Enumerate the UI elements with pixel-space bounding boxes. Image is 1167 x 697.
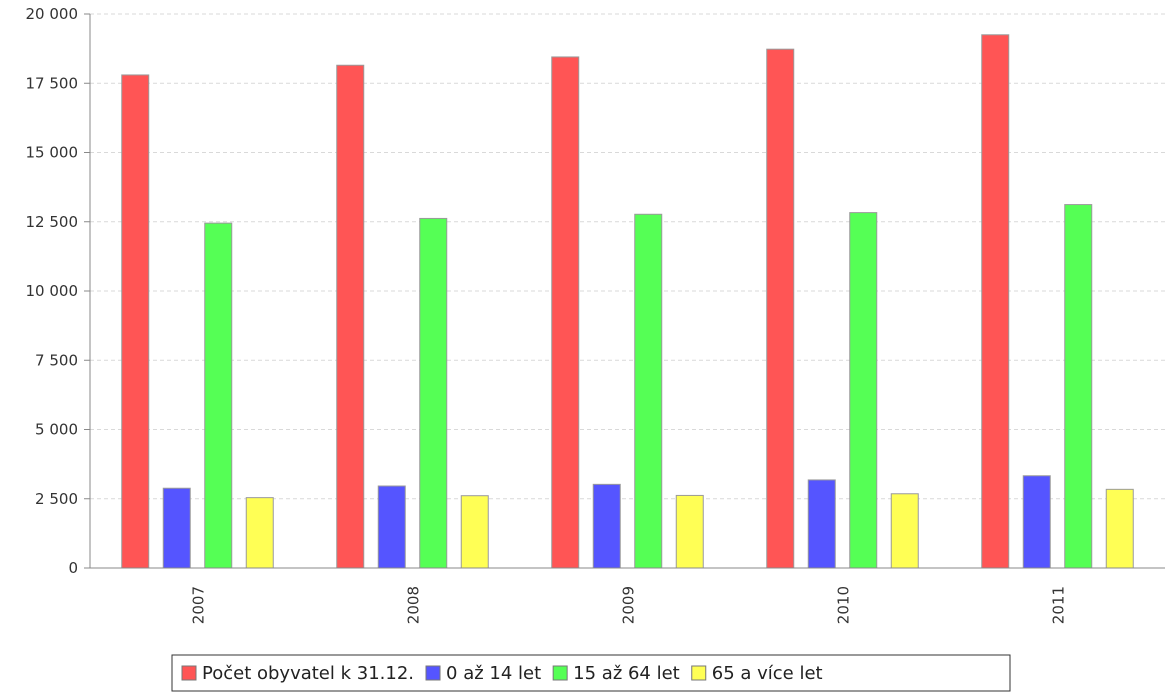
bars <box>121 34 1134 569</box>
bar-2009-series-4 <box>675 494 704 569</box>
bar-2011-series-2 <box>1022 475 1051 569</box>
y-tick-label: 10 000 <box>26 282 79 300</box>
y-tick-label: 7 500 <box>35 351 78 369</box>
bar-2009-series-2 <box>592 483 621 569</box>
bar-2009-series-1 <box>551 56 580 569</box>
bar-2008-series-1 <box>336 64 365 569</box>
axes: 0 2 500 5 000 7 500 10 000 12 500 15 000 17 500… <box>26 5 1165 624</box>
legend-label-series-4: 65 a více let <box>712 663 823 684</box>
x-tick-label: 2007 <box>190 586 208 624</box>
legend-label-series-3: 15 až 64 let <box>573 663 680 684</box>
bar-2009-series-3 <box>634 213 663 569</box>
bar-2007-series-3 <box>204 222 233 569</box>
bar-2010-series-2 <box>807 479 836 569</box>
legend-swatch-series-4 <box>691 665 707 681</box>
x-tick-label: 2008 <box>405 586 423 624</box>
bar-2007-series-4 <box>245 497 274 569</box>
bar-2010-series-1 <box>766 48 795 569</box>
legend-box <box>171 654 1011 692</box>
y-tick-label: 0 <box>68 559 78 577</box>
legend: Počet obyvatel k 31.12. 0 až 14 let 15 až … <box>171 654 1011 692</box>
y-tick-label: 15 000 <box>26 144 79 162</box>
y-tick-label: 5 000 <box>35 421 78 439</box>
x-tick-label: 2011 <box>1050 586 1068 624</box>
legend-swatch-series-3 <box>552 665 568 681</box>
bar-2008-series-4 <box>460 495 489 569</box>
bar-2011-series-4 <box>1105 488 1134 569</box>
legend-swatch-series-1 <box>181 665 197 681</box>
x-tick-label: 2009 <box>620 586 638 624</box>
bar-2010-series-3 <box>849 212 878 569</box>
bar-2010-series-4 <box>890 493 919 569</box>
y-tick-label: 12 500 <box>26 213 79 231</box>
legend-label-series-2: 0 až 14 let <box>446 663 541 684</box>
legend-swatch-series-2 <box>425 665 441 681</box>
legend-label-series-1: Počet obyvatel k 31.12. <box>202 663 414 684</box>
y-tick-label: 17 500 <box>26 74 79 92</box>
bar-2007-series-1 <box>121 74 150 569</box>
bar-2008-series-2 <box>377 485 406 569</box>
bar-2011-series-3 <box>1064 204 1093 569</box>
bar-2008-series-3 <box>419 217 448 569</box>
y-tick-label: 20 000 <box>26 5 79 23</box>
bar-2007-series-2 <box>162 487 191 569</box>
bar-2011-series-1 <box>981 34 1010 569</box>
y-tick-label: 2 500 <box>35 490 78 508</box>
x-tick-label: 2010 <box>835 586 853 624</box>
